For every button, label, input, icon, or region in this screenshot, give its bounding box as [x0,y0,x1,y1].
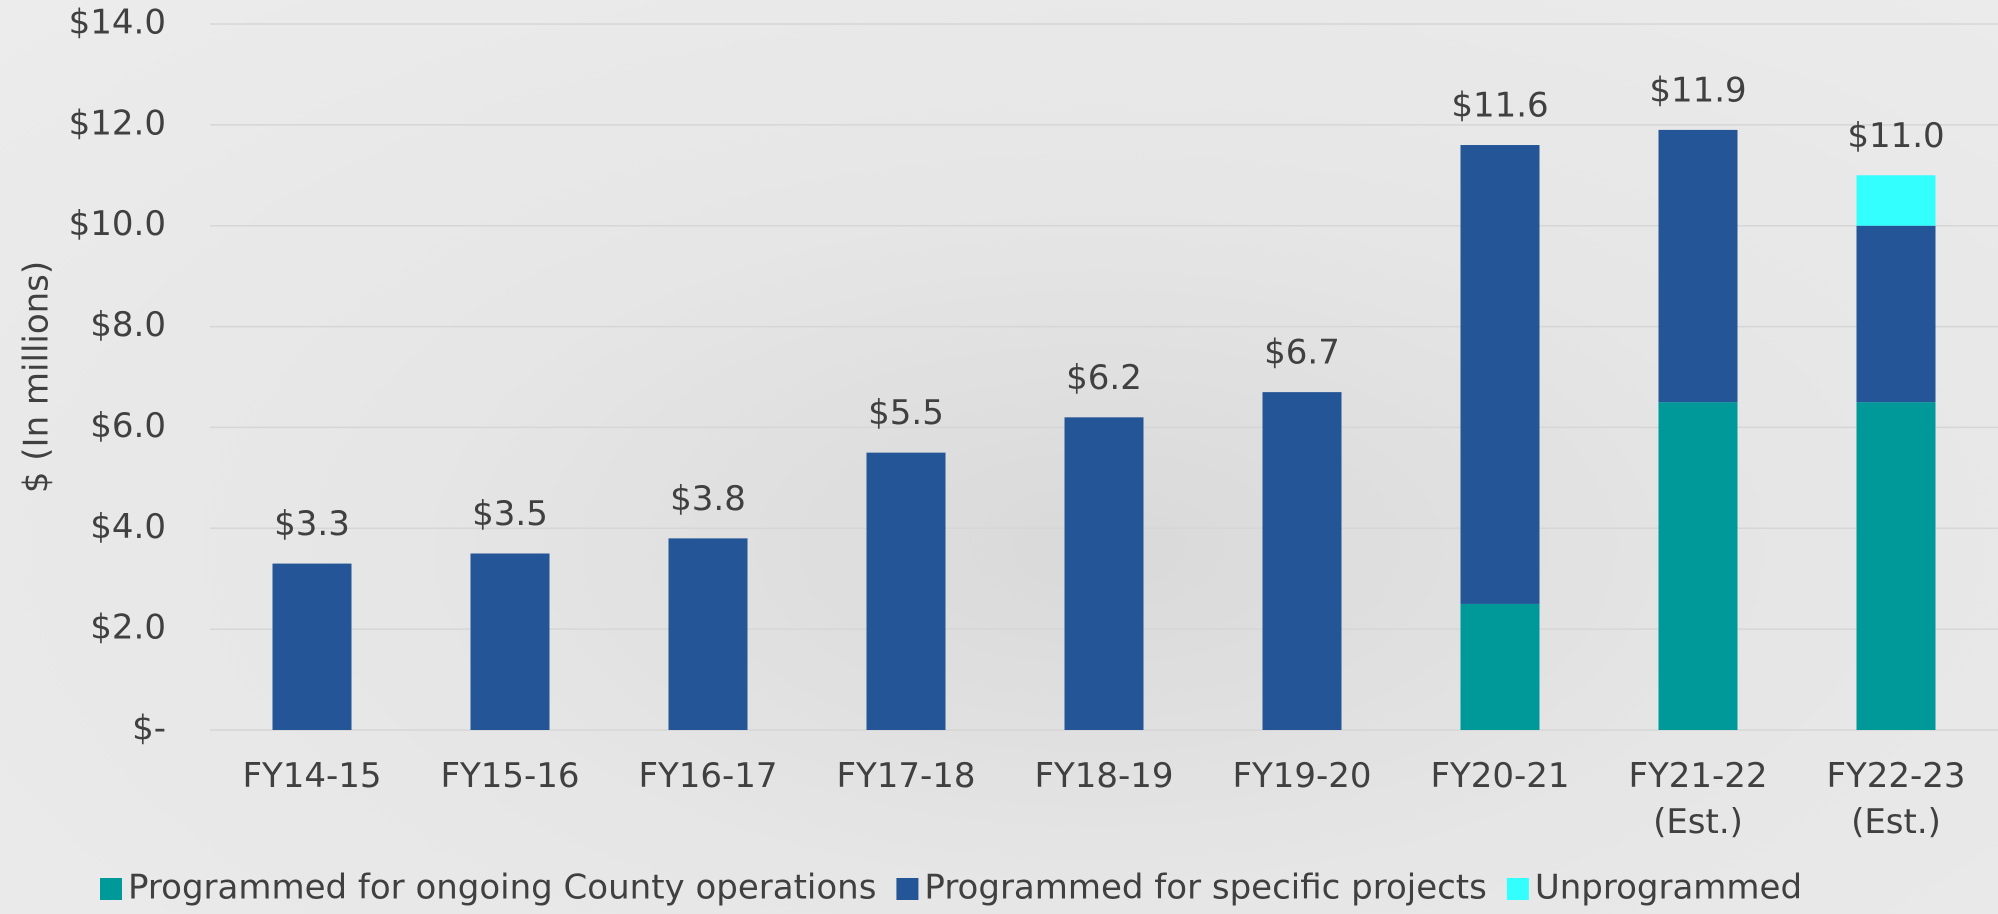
total-label: $6.7 [1264,333,1340,373]
bar-segment [1857,175,1936,225]
x-tick-label: FY22-23(Est.) [1826,756,1965,842]
x-tick-label: FY15-16 [440,756,579,796]
x-tick-label: FY20-21 [1430,756,1569,796]
legend-label: Unprogrammed [1535,868,1802,908]
bar-segment [471,554,550,731]
legend-swatch [100,878,122,900]
total-label: $11.9 [1649,70,1746,110]
legend-swatch [896,878,918,900]
bar-segment [1659,130,1738,402]
bar-segment [867,453,946,730]
bar-segment [1065,417,1144,730]
bar-segment [1857,402,1936,730]
total-label: $3.8 [670,479,746,519]
total-label: $6.2 [1066,358,1142,398]
bar-segment [1461,604,1540,730]
total-label: $3.5 [472,494,548,534]
y-tick-label: $4.0 [90,507,166,547]
x-tick-label: FY17-18 [836,756,975,796]
bar-segment [1461,145,1540,604]
y-tick-label: $14.0 [69,3,166,43]
x-tick-label: FY14-15 [242,756,381,796]
x-tick-label: FY19-20 [1232,756,1371,796]
total-label: $3.3 [274,504,350,544]
y-tick-label: $- [132,709,166,749]
total-label: $5.5 [868,393,944,433]
bar-segment [1659,402,1738,730]
x-tick-label: FY16-17 [638,756,777,796]
page: $ (In millions) $- $2.0 $4.0 $6.0 $8.0 $10.0 $… [0,0,1998,914]
bar-segment [669,538,748,730]
total-label: $11.0 [1847,116,1944,156]
bar-segment [1857,226,1936,403]
bar-segment [1263,392,1342,730]
legend-swatch [1507,878,1529,900]
bar-segment [273,564,352,730]
y-tick-label: $10.0 [69,204,166,244]
x-tick-label: FY21-22(Est.) [1628,756,1767,842]
y-tick-label: $6.0 [90,406,166,446]
y-axis-label: $ (In millions) [17,261,57,493]
chart: $ (In millions) $- $2.0 $4.0 $6.0 $8.0 $10.0 $… [0,0,1998,914]
legend-label: Programmed for ongoing County operations [128,868,876,908]
y-tick-label: $2.0 [90,608,166,648]
x-tick-label: FY18-19 [1034,756,1173,796]
y-tick-label: $12.0 [69,103,166,143]
legend-label: Programmed for specific projects [924,868,1486,908]
y-tick-label: $8.0 [90,305,166,345]
total-label: $11.6 [1451,86,1548,126]
